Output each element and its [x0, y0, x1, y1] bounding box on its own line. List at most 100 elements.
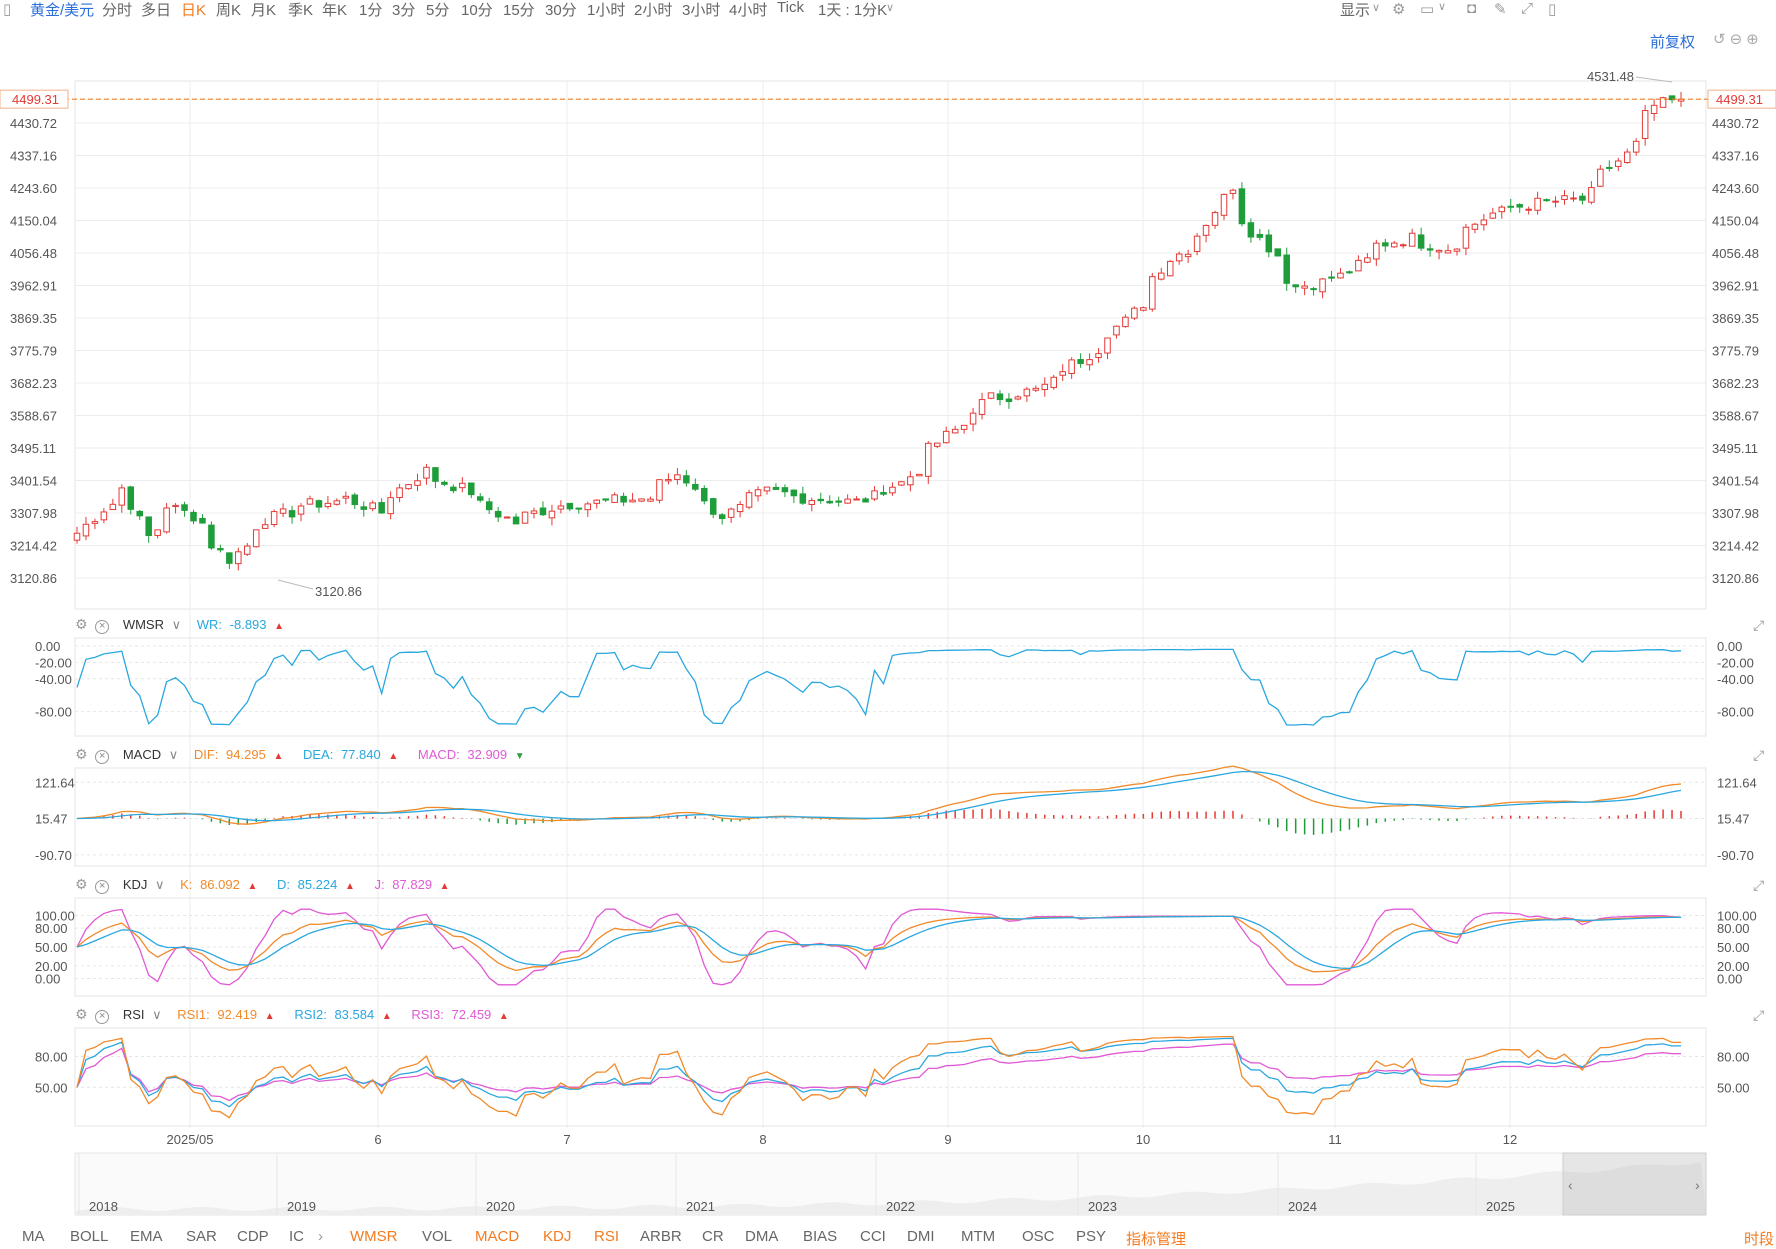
- candle[interactable]: [414, 480, 421, 486]
- period-tab-月K[interactable]: 月K: [251, 2, 277, 19]
- candle[interactable]: [1140, 307, 1147, 311]
- candle[interactable]: [1310, 288, 1317, 291]
- chevron-down-icon[interactable]: ∨: [168, 747, 179, 762]
- candle[interactable]: [342, 495, 350, 499]
- candle[interactable]: [1104, 337, 1111, 354]
- expand-icon[interactable]: ⤢: [1753, 617, 1765, 633]
- candle[interactable]: [1579, 195, 1586, 201]
- period-tab-日K[interactable]: 日K: [181, 2, 207, 19]
- candle[interactable]: [181, 504, 188, 511]
- candle[interactable]: [1274, 248, 1282, 257]
- period-tab-1小时[interactable]: 1小时: [587, 2, 626, 19]
- gear-icon[interactable]: ⚙: [75, 876, 88, 892]
- candle[interactable]: [1238, 188, 1246, 225]
- candle[interactable]: [378, 502, 385, 514]
- candle[interactable]: [1615, 160, 1622, 167]
- candle[interactable]: [1122, 316, 1129, 328]
- expand-icon[interactable]: ⤢: [1753, 877, 1765, 893]
- candle[interactable]: [530, 510, 538, 514]
- candle[interactable]: [521, 511, 529, 524]
- period-tab-15分[interactable]: 15分: [503, 2, 535, 19]
- candle[interactable]: [1211, 212, 1219, 226]
- candle[interactable]: [1588, 187, 1595, 203]
- candle[interactable]: [503, 516, 511, 519]
- candle[interactable]: [1355, 259, 1362, 272]
- candle[interactable]: [261, 524, 269, 529]
- candle[interactable]: [1113, 325, 1120, 336]
- candle[interactable]: [557, 505, 565, 510]
- candle[interactable]: [494, 510, 502, 518]
- period-tab-30分[interactable]: 30分: [545, 2, 577, 19]
- candle[interactable]: [844, 498, 851, 504]
- candle[interactable]: [1023, 388, 1031, 397]
- candle[interactable]: [1426, 248, 1434, 251]
- candle[interactable]: [459, 482, 466, 489]
- indicator-mtm[interactable]: MTM: [961, 1228, 996, 1245]
- gear-icon[interactable]: ⚙: [75, 1006, 88, 1022]
- candle[interactable]: [1175, 253, 1183, 262]
- indicator-psy[interactable]: PSY: [1076, 1228, 1107, 1245]
- close-icon[interactable]: ×: [95, 620, 110, 634]
- indicator-boll[interactable]: BOLL: [70, 1228, 109, 1245]
- indicator-cr[interactable]: CR: [702, 1228, 724, 1245]
- candle[interactable]: [1068, 359, 1075, 374]
- panel-toggle-icon[interactable]: ▯: [3, 1, 12, 18]
- candle[interactable]: [1256, 233, 1264, 238]
- candle[interactable]: [1364, 257, 1371, 263]
- indicator-dmi[interactable]: DMI: [907, 1228, 935, 1245]
- period-tab-10分[interactable]: 10分: [461, 2, 493, 19]
- chevron-down-icon[interactable]: ∨: [152, 1007, 162, 1022]
- candle[interactable]: [727, 508, 735, 518]
- candle[interactable]: [118, 487, 126, 506]
- candle[interactable]: [548, 510, 556, 519]
- candle[interactable]: [145, 516, 152, 537]
- candle[interactable]: [701, 487, 708, 502]
- candle[interactable]: [960, 424, 968, 430]
- candle[interactable]: [647, 498, 654, 502]
- candle[interactable]: [73, 532, 81, 541]
- candle[interactable]: [1050, 376, 1057, 388]
- candle[interactable]: [593, 499, 600, 504]
- candle[interactable]: [1292, 284, 1299, 288]
- gear-icon[interactable]: ⚙: [75, 616, 88, 632]
- layout-icon[interactable]: ▭: [1420, 1, 1435, 18]
- candle[interactable]: [485, 501, 493, 511]
- indicator-ema[interactable]: EMA: [130, 1228, 163, 1245]
- candle[interactable]: [916, 473, 923, 477]
- candle[interactable]: [154, 529, 161, 536]
- indicator-ma[interactable]: MA: [22, 1228, 45, 1245]
- candle[interactable]: [1184, 253, 1192, 258]
- candle[interactable]: [1032, 387, 1040, 391]
- candle[interactable]: [450, 486, 457, 492]
- zoom-in-icon[interactable]: ⊕: [1746, 31, 1763, 48]
- candle[interactable]: [683, 475, 690, 484]
- candle[interactable]: [978, 399, 986, 415]
- camera-icon[interactable]: ◘: [1467, 0, 1477, 17]
- candle[interactable]: [315, 500, 323, 508]
- candle[interactable]: [100, 511, 108, 521]
- candle[interactable]: [1283, 254, 1290, 284]
- candle[interactable]: [987, 392, 995, 399]
- candle[interactable]: [1382, 242, 1389, 247]
- indicator-macd[interactable]: MACD: [475, 1228, 520, 1245]
- chevron-down-icon[interactable]: ∨: [1372, 2, 1381, 14]
- session-button[interactable]: 时段: [1744, 1231, 1775, 1248]
- indicator-vol[interactable]: VOL: [422, 1228, 453, 1245]
- period-tab-3小时[interactable]: 3小时: [682, 2, 721, 19]
- candle[interactable]: [1650, 104, 1658, 114]
- chevron-right-icon[interactable]: ›: [318, 1228, 323, 1245]
- candle[interactable]: [817, 498, 825, 502]
- gear-icon[interactable]: ⚙: [75, 746, 88, 762]
- indicator-dma[interactable]: DMA: [745, 1228, 779, 1245]
- period-tab-3分[interactable]: 3分: [392, 2, 416, 19]
- candle[interactable]: [584, 503, 592, 511]
- price-adjust-selector[interactable]: 前复权: [1650, 34, 1696, 51]
- chevron-down-icon[interactable]: ∨: [1438, 1, 1447, 13]
- candle[interactable]: [665, 479, 672, 482]
- candle[interactable]: [369, 502, 376, 510]
- candle[interactable]: [1337, 272, 1344, 279]
- fullscreen-icon[interactable]: ⤢: [1521, 0, 1534, 17]
- candle[interactable]: [754, 489, 762, 497]
- candle[interactable]: [1525, 208, 1532, 211]
- candle[interactable]: [1453, 248, 1461, 252]
